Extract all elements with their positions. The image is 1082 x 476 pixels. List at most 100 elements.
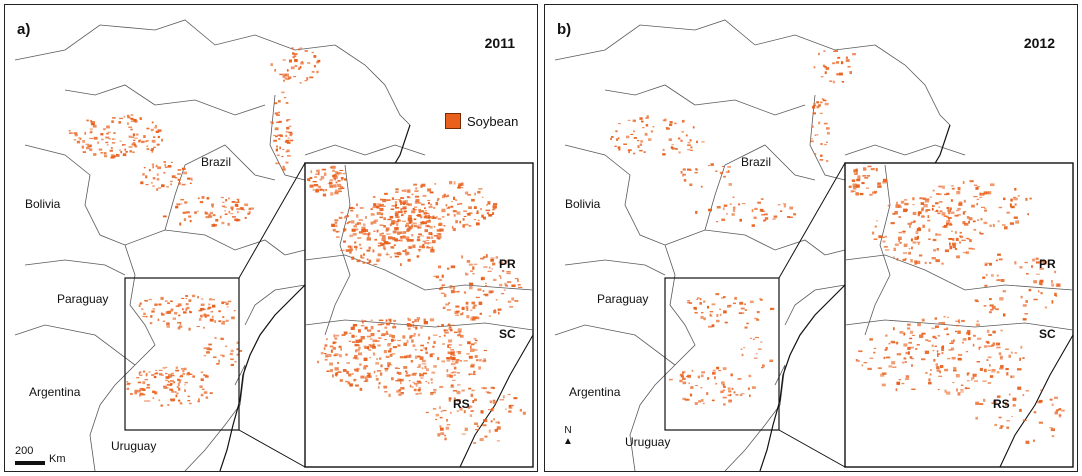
soybean-patch [969, 239, 972, 243]
soybean-patch [395, 188, 399, 191]
soybean-patch [941, 262, 944, 265]
soybean-patch [882, 372, 887, 375]
soybean-patch [751, 386, 756, 389]
soybean-patch [236, 341, 240, 344]
soybean-patch [476, 316, 480, 320]
soybean-patch [902, 230, 906, 234]
soybean-patch [394, 199, 398, 201]
soybean-patch [452, 227, 456, 232]
soybean-patch [128, 126, 133, 128]
soybean-patch [904, 378, 910, 380]
soybean-patch [662, 148, 665, 151]
soybean-patch [407, 196, 411, 199]
soybean-patch [670, 147, 674, 149]
soybean-patch [398, 393, 402, 396]
soybean-patch [187, 177, 191, 180]
soybean-patch [227, 222, 230, 226]
soybean-patch [411, 334, 416, 337]
soybean-patch [429, 225, 433, 229]
soybean-patch [682, 119, 685, 123]
soybean-patch [893, 327, 895, 331]
soybean-patch [363, 345, 367, 348]
soybean-patch [433, 207, 436, 209]
soybean-patch [368, 260, 372, 263]
country-border [124, 229, 306, 256]
country-border [844, 144, 966, 156]
country-border [184, 364, 246, 471]
soybean-patch [991, 344, 993, 347]
soybean-patch [427, 188, 432, 192]
soybean-patch [163, 385, 167, 387]
soybean-patch [416, 380, 421, 383]
soybean-patch [287, 70, 289, 72]
soybean-patch [285, 161, 289, 164]
soybean-patch [421, 223, 424, 225]
soybean-patch [377, 245, 381, 247]
soybean-patch [482, 290, 485, 292]
soybean-patch [942, 185, 945, 189]
soybean-patch [332, 174, 335, 178]
soybean-patch [689, 139, 692, 142]
soybean-patch [179, 402, 183, 405]
soybean-patch [880, 373, 885, 377]
soybean-patch [1010, 205, 1015, 209]
soybean-patch [354, 368, 359, 372]
soybean-patch [155, 125, 157, 127]
soybean-patch [315, 189, 319, 193]
soybean-patch [402, 250, 407, 252]
soybean-patch [282, 75, 286, 79]
soybean-patch [892, 342, 896, 344]
soybean-patch [873, 238, 878, 240]
soybean-patch [343, 240, 346, 243]
soybean-patch [514, 278, 519, 280]
country-label-bolivia: Bolivia [25, 197, 61, 211]
soybean-patch [871, 231, 875, 235]
soybean-patch [916, 260, 921, 264]
soybean-patch [984, 264, 988, 266]
soybean-patch [428, 205, 433, 209]
soybean-patch [696, 140, 698, 144]
soybean-patch [214, 337, 217, 339]
soybean-patch [459, 407, 463, 411]
soybean-patch [988, 262, 992, 266]
soybean-patch [351, 228, 356, 232]
soybean-patch [100, 152, 103, 154]
soybean-patch [789, 216, 793, 218]
soybean-patch [207, 348, 212, 351]
soybean-patch [370, 344, 374, 348]
soybean-patch [389, 319, 392, 323]
soybean-patch [389, 353, 393, 357]
soybean-patch [909, 346, 914, 349]
soybean-patch [146, 140, 149, 142]
soybean-patch [1013, 216, 1018, 219]
soybean-patch [424, 365, 427, 369]
soybean-patch [389, 256, 393, 258]
soybean-patch [925, 198, 930, 201]
soybean-patch [375, 378, 379, 381]
soybean-patch [349, 250, 352, 254]
soybean-patch [411, 339, 414, 343]
soybean-patch [218, 359, 220, 363]
soybean-patch [227, 300, 232, 303]
soybean-patch [451, 379, 456, 381]
soybean-patch [355, 248, 357, 251]
soybean-patch [175, 369, 180, 372]
soybean-patch [186, 306, 190, 310]
soybean-patch [348, 221, 351, 223]
soybean-patch [824, 102, 829, 106]
soybean-patch [432, 408, 437, 410]
soybean-patch [224, 213, 228, 215]
soybean-patch [237, 219, 241, 222]
soybean-patch [384, 367, 389, 370]
soybean-patch [632, 119, 636, 122]
soybean-patch [208, 303, 211, 306]
soybean-patch [478, 301, 483, 305]
soybean-patch [841, 81, 844, 83]
soybean-patch [959, 241, 961, 244]
soybean-patch [410, 239, 414, 242]
soybean-patch [487, 201, 491, 205]
soybean-patch [1006, 211, 1010, 214]
soybean-patch [448, 397, 452, 400]
soybean-patch [793, 213, 797, 216]
soybean-patch [818, 121, 821, 125]
